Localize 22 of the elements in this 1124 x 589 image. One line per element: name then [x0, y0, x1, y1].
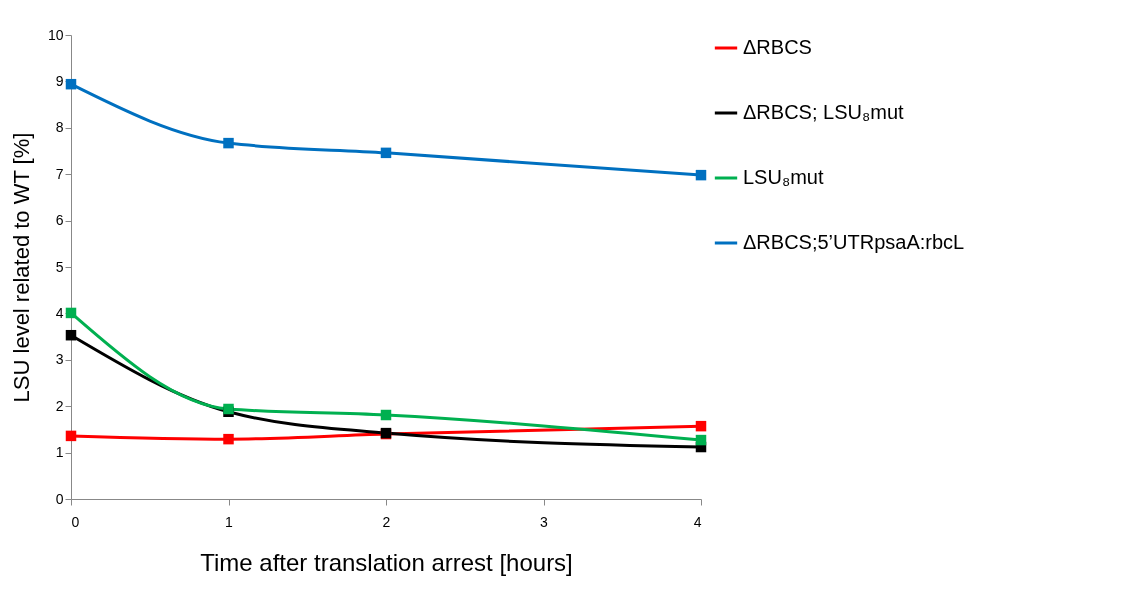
- x-axis-title: Time after translation arrest [hours]: [200, 548, 573, 576]
- legend-label: ΔRBCS: [743, 36, 812, 58]
- y-tick-label: 3: [55, 351, 64, 368]
- legend-label: ΔRBCS;5’UTRpsaA:rbcL: [743, 231, 965, 253]
- y-tick-label: 4: [55, 304, 64, 321]
- y-tick-label: 0: [55, 490, 64, 507]
- y-axis-title: LSU level related to WT [%]: [8, 132, 34, 403]
- x-tick-label: 0: [71, 513, 80, 530]
- y-tick-label: 5: [55, 258, 64, 275]
- y-tick-label: 6: [55, 212, 64, 229]
- y-tick-label: 9: [55, 72, 64, 89]
- y-tick-label: 1: [55, 444, 64, 461]
- y-tick-label: 8: [55, 119, 64, 136]
- x-tick-label: 1: [225, 513, 234, 530]
- y-tick-label: 2: [55, 397, 64, 414]
- x-tick-label: 4: [693, 513, 702, 530]
- y-tick-label: 10: [47, 26, 64, 43]
- x-tick-label: 3: [540, 513, 549, 530]
- legend-label: LSU₈mut: [743, 166, 824, 188]
- x-tick-label: 2: [382, 513, 391, 530]
- legend-label: ΔRBCS; LSU₈mut: [743, 101, 905, 123]
- y-tick-label: 7: [55, 165, 64, 182]
